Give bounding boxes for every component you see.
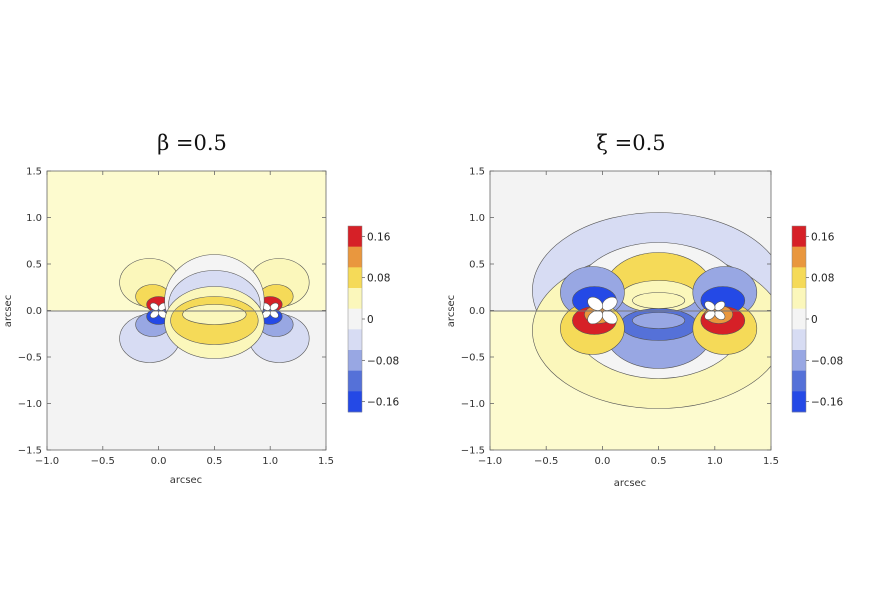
colorbar-swatch: [792, 267, 806, 289]
y-tick-label: −0.5: [461, 353, 485, 364]
colorbar-swatch: [348, 370, 362, 392]
colorbar-swatch: [348, 329, 362, 351]
y-tick-label: 1.5: [469, 167, 485, 178]
colorbar: 0.16 0.08 0 −0.08 −0.16: [791, 225, 843, 413]
source-petal: [704, 300, 716, 311]
source-petal: [714, 310, 726, 321]
colorbar-label: 0.08: [811, 273, 834, 285]
source-petal: [601, 296, 618, 311]
y-tick-label: 1.0: [26, 213, 42, 224]
colorbar-swatch: [348, 226, 362, 247]
colorbar-label: −0.16: [811, 397, 843, 409]
colorbar-swatch: [792, 308, 806, 330]
colorbar-label: 0: [811, 314, 818, 326]
colorbar: 0.16 0.08 0 −0.08 −0.16: [347, 225, 399, 413]
colorbar-swatch: [348, 308, 362, 330]
x-tick-label: −1.0: [478, 456, 502, 467]
source-petal: [149, 302, 160, 311]
contour-panel-beta: β =0.5 −1.0 −0.5 0.0 0.5 1.0 1.5 1.5 1.0 0.5 0.0…: [3, 131, 399, 486]
y-tick-label: −0.5: [18, 353, 42, 364]
y-tick-label: 0.0: [469, 306, 485, 317]
colorbar-swatch: [348, 350, 362, 371]
colorbar-swatch: [792, 288, 806, 309]
panel-title: ξ =0.5: [596, 131, 665, 155]
source-petal: [714, 300, 726, 311]
contour-panel-xi: ξ =0.5 −1.0 −0.5 0.0 0.5 1.0 1.5 1.5 1.0 0.5 0.0…: [446, 131, 843, 489]
colorbar-swatch: [792, 370, 806, 392]
contour-region-positive: [182, 304, 247, 325]
colorbar-swatch: [348, 246, 362, 268]
plot-area: [47, 171, 326, 450]
colorbar-swatch: [792, 391, 806, 413]
colorbar-label: 0.16: [367, 231, 391, 243]
y-tick-label: 0.5: [26, 260, 42, 271]
x-tick-label: 1.5: [763, 456, 779, 467]
source-petal: [601, 310, 618, 325]
colorbar-label: 0: [367, 314, 374, 326]
y-axis: 1.5 1.0 0.5 0.0 −0.5 −1.0 −1.5: [461, 167, 771, 457]
colorbar-swatch: [348, 288, 362, 309]
source-petal: [269, 302, 279, 311]
x-tick-label: −1.0: [35, 456, 59, 467]
y-tick-label: 0.0: [26, 306, 42, 317]
colorbar-swatch: [792, 329, 806, 351]
contour-region-positive: [632, 292, 686, 309]
y-axis: 1.5 1.0 0.5 0.0 −0.5 −1.0 −1.5: [18, 167, 326, 457]
x-tick-label: 0.0: [151, 456, 167, 467]
y-tick-label: −1.5: [461, 446, 485, 457]
x-tick-label: 1.5: [318, 456, 334, 467]
y-tick-label: 0.5: [469, 260, 485, 271]
x-tick-label: 0.5: [651, 456, 667, 467]
x-tick-label: 1.0: [707, 456, 723, 467]
y-tick-label: 1.5: [26, 167, 42, 178]
source-petal: [269, 310, 279, 319]
x-tick-label: 0.5: [206, 456, 222, 467]
contour-lobes: [119, 254, 310, 363]
colorbar-swatch: [792, 350, 806, 371]
x-axis-label: arcsec: [170, 475, 202, 486]
plot-area: [490, 171, 771, 450]
x-tick-label: 0.0: [594, 456, 610, 467]
y-tick-label: 1.0: [469, 213, 485, 224]
y-tick-label: −1.5: [18, 446, 42, 457]
colorbar-label: 0.16: [811, 231, 835, 243]
colorbar-swatch: [792, 226, 806, 247]
y-tick-label: −1.0: [461, 399, 485, 410]
x-tick-label: −0.5: [91, 456, 115, 467]
colorbar-swatch: [792, 246, 806, 268]
panel-title: β =0.5: [157, 131, 227, 155]
x-axis-label: arcsec: [614, 478, 646, 489]
y-axis-label: arcsec: [446, 295, 457, 327]
y-tick-label: −1.0: [18, 399, 42, 410]
source-petal: [587, 310, 604, 325]
x-axis: −1.0 −0.5 0.0 0.5 1.0 1.5: [35, 171, 334, 467]
colorbar-swatch: [348, 391, 362, 413]
contour-lobes: [532, 212, 771, 409]
colorbar-label: −0.08: [367, 355, 399, 367]
colorbar-label: −0.16: [367, 397, 399, 409]
x-tick-label: −0.5: [534, 456, 558, 467]
y-axis-label: arcsec: [3, 295, 14, 327]
x-tick-label: 1.0: [262, 456, 278, 467]
colorbar-label: −0.08: [811, 355, 843, 367]
colorbar-label: 0.08: [367, 273, 390, 285]
source-petal: [149, 310, 160, 319]
contour-region-negative: [632, 312, 686, 329]
source-petal: [704, 310, 716, 321]
colorbar-swatch: [348, 267, 362, 289]
x-axis: −1.0 −0.5 0.0 0.5 1.0 1.5: [478, 171, 779, 467]
source-petal: [587, 296, 604, 311]
